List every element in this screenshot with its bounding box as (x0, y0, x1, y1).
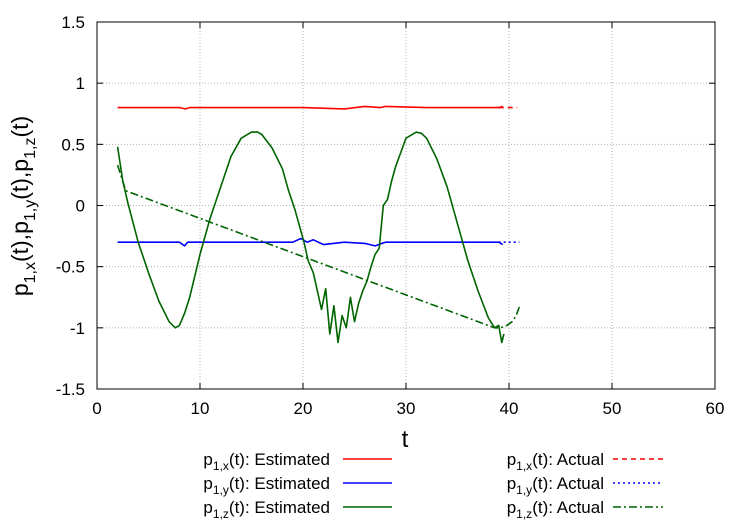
legend-subscript: 1,y (516, 483, 532, 497)
legend-subscript: 1,x (213, 459, 229, 473)
legend-label-est_x: p1,x(t): Estimated (203, 450, 330, 473)
x-tick-label: 50 (603, 399, 622, 418)
legend-base: p (507, 474, 516, 493)
legend-base: p (507, 498, 516, 517)
legend-suffix: (t): (532, 474, 557, 493)
x-tick-label: 10 (191, 399, 210, 418)
x-tick-label: 40 (500, 399, 519, 418)
legend-name: Estimated (254, 498, 330, 517)
legend-name: Estimated (254, 450, 330, 469)
legend-suffix: (t): (229, 498, 255, 517)
y-tick-label: 1.5 (61, 13, 85, 32)
legend-subscript: 1,z (516, 507, 532, 521)
y-tick-label: 1 (76, 74, 85, 93)
ylabel-base: p (7, 159, 33, 172)
ylabel-base: p (7, 283, 33, 296)
ylabel-text: (t) (7, 116, 33, 138)
y-tick-label: -0.5 (56, 258, 85, 277)
legend-suffix: (t): (532, 498, 557, 517)
legend-name: Actual (557, 498, 604, 517)
ylabel-subscript: 1,x (22, 262, 39, 283)
x-tick-label: 30 (397, 399, 416, 418)
legend-label-est_z: p1,z(t): Estimated (203, 498, 330, 521)
legend-base: p (507, 450, 516, 469)
series-line-est_z (116, 131, 505, 344)
legend-name: Actual (557, 450, 604, 469)
legend-subscript: 1,z (213, 507, 229, 521)
ylabel-base: p (7, 221, 33, 234)
y-axis-label: p1,x(t),p1,y(t),p1,z(t) (7, 116, 39, 296)
y-tick-label: 0 (76, 197, 85, 216)
series-lines (116, 105, 521, 344)
legend-name: Estimated (254, 474, 330, 493)
legend-subscript: 1,x (516, 459, 532, 473)
legend-suffix: (t): (229, 474, 255, 493)
y-tick-label: -1.5 (56, 380, 85, 399)
legend-base: p (203, 498, 212, 517)
legend-subscript: 1,y (213, 483, 229, 497)
legend-base: p (203, 474, 212, 493)
legend-base: p (203, 450, 212, 469)
series-line-est_y (117, 237, 504, 247)
x-axis-label: t (402, 426, 409, 453)
legend-label-est_y: p1,y(t): Estimated (203, 474, 330, 497)
y-tick-label: -1 (70, 319, 85, 338)
legend-suffix: (t): (532, 450, 557, 469)
series-line-act_z (116, 164, 521, 329)
legend-suffix: (t): (229, 450, 255, 469)
axis-ticks: 0 10 20 30 40 50 60 -1.5 -1 -0.5 0 0.5 1 1.5 (56, 13, 725, 418)
ylabel-subscript: 1,z (22, 138, 39, 159)
ylabel-subscript: 1,y (22, 200, 39, 221)
ylabel-text: (t), (7, 172, 33, 200)
legend-label-act_z: p1,z(t): Actual (507, 498, 604, 521)
legend-label-act_x: p1,x(t): Actual (507, 450, 604, 473)
x-tick-label: 60 (706, 399, 725, 418)
x-tick-label: 0 (92, 399, 101, 418)
ylabel-text: (t), (7, 234, 33, 262)
y-tick-label: 0.5 (61, 135, 85, 154)
legend-label-act_y: p1,y(t): Actual (507, 474, 604, 497)
grid (97, 22, 715, 389)
legend-name: Actual (557, 474, 604, 493)
x-tick-label: 20 (294, 399, 313, 418)
series-line-est_x (117, 105, 504, 110)
